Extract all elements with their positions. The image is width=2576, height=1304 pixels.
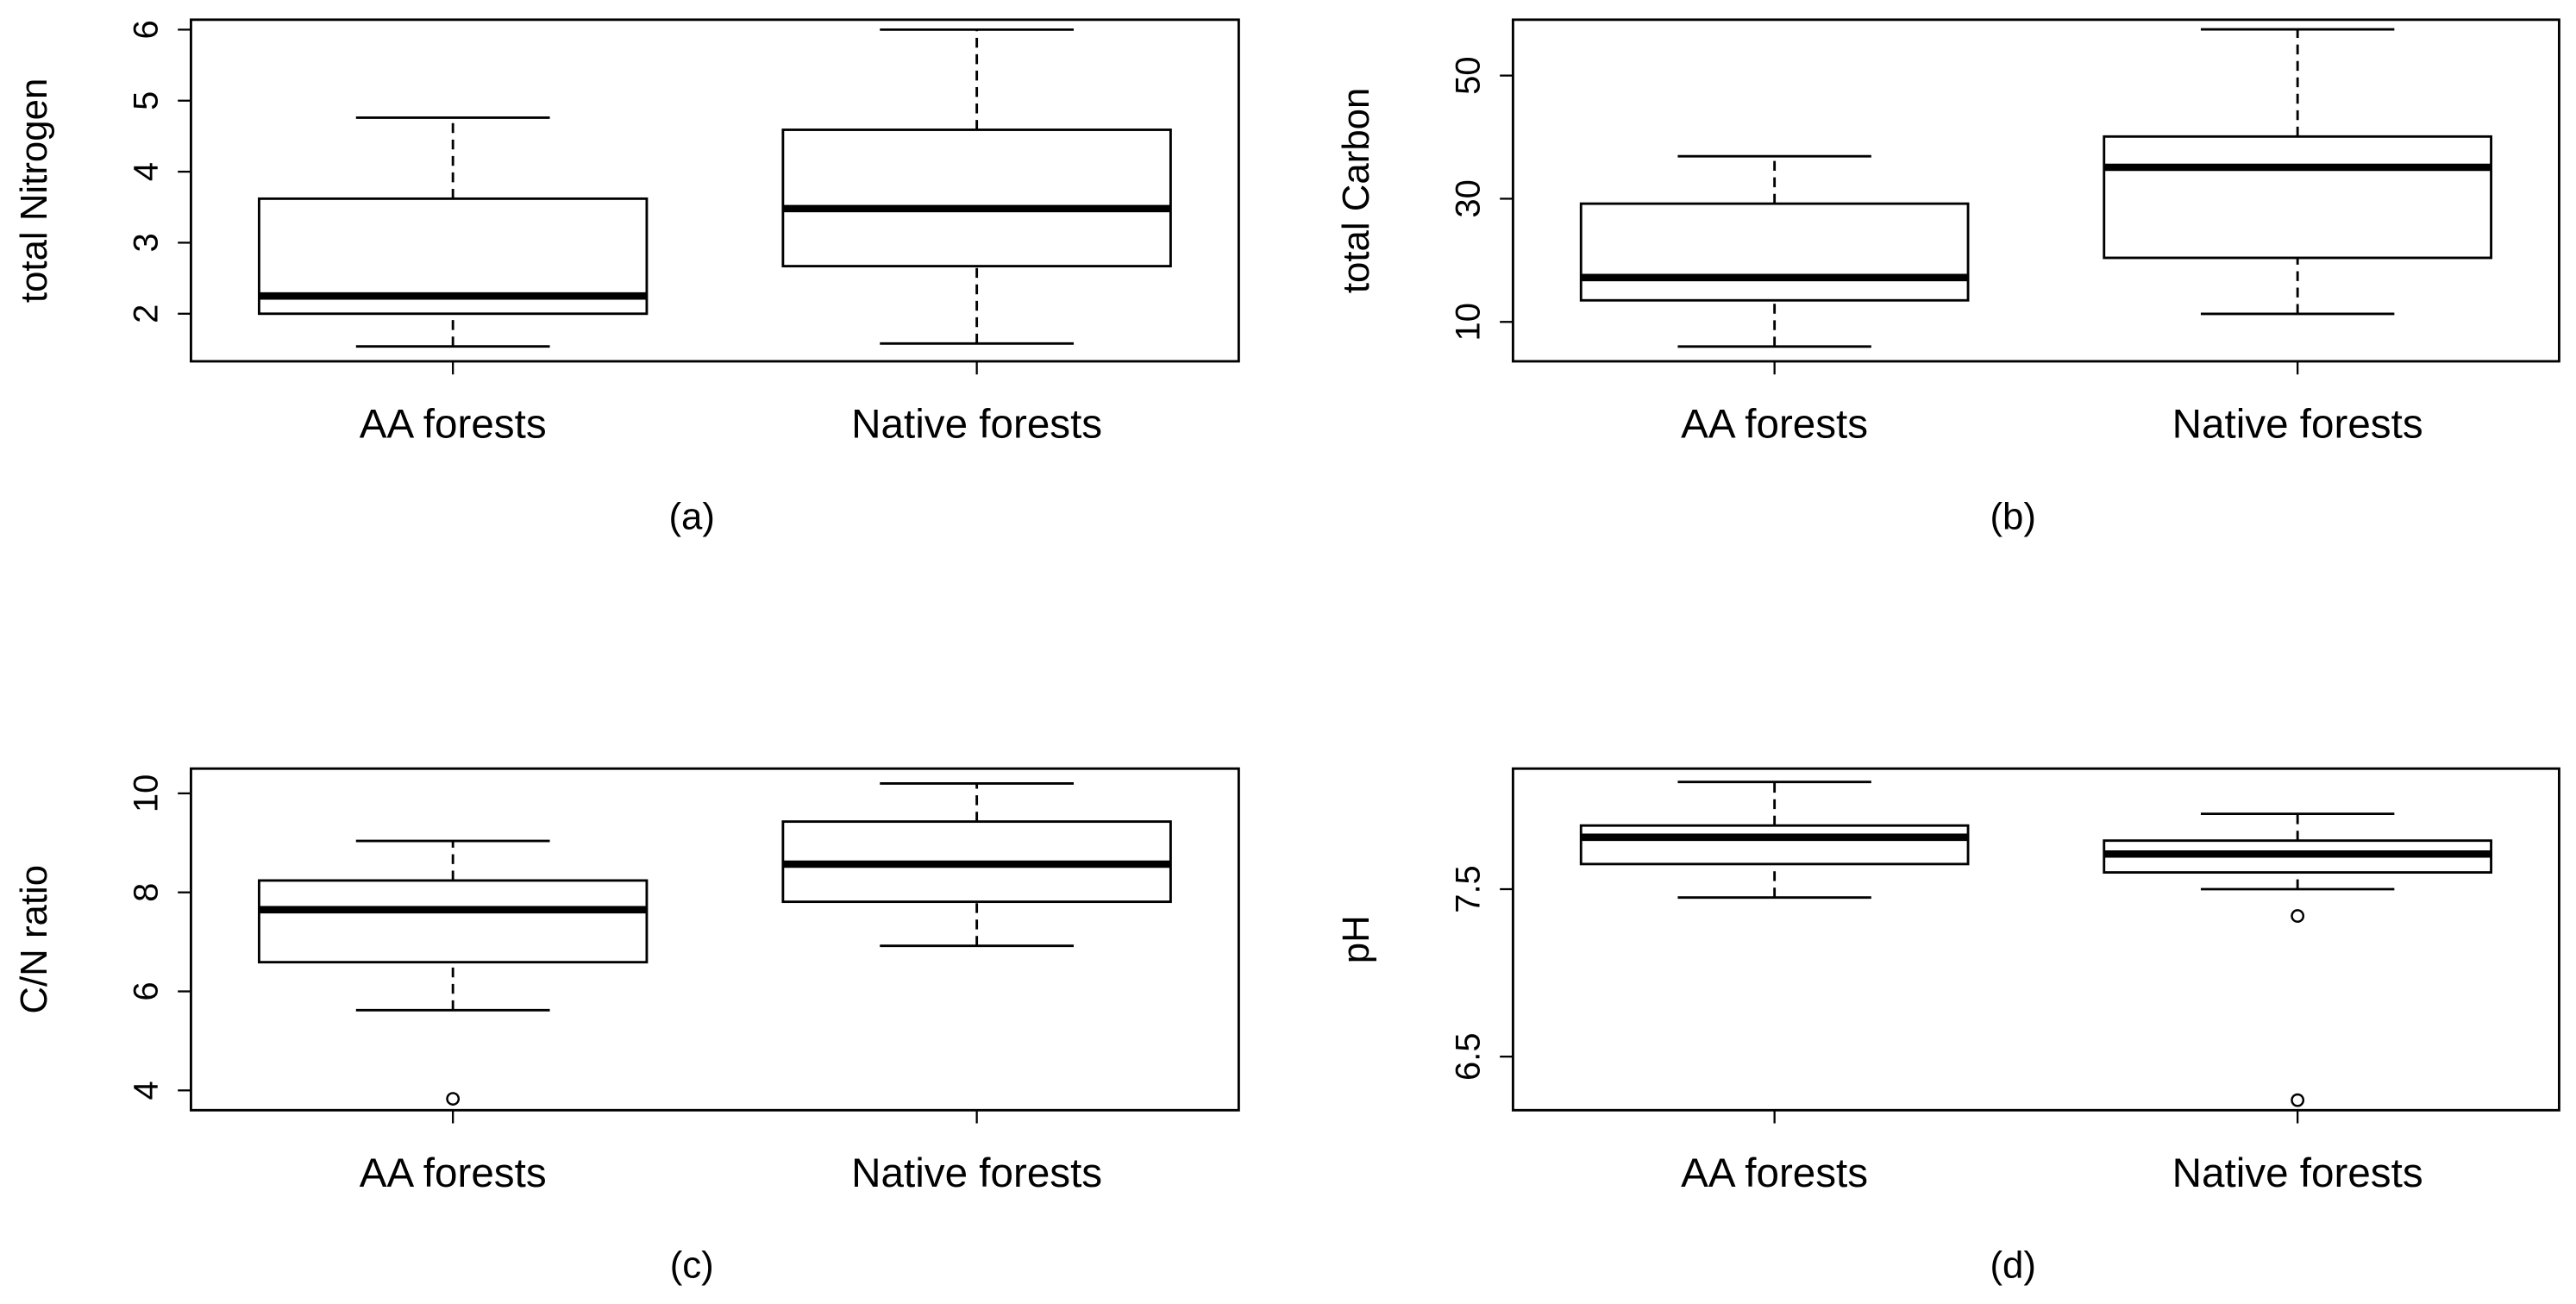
y-tick-label: 6 (127, 20, 165, 39)
x-tick-label: AA forests (1681, 402, 1868, 448)
box (1579, 202, 1970, 302)
y-tick-label: 10 (1449, 303, 1487, 341)
y-tick-label: 7.5 (1449, 865, 1487, 913)
y-tick-label: 5 (127, 91, 165, 110)
plot-frame (1511, 18, 2560, 363)
y-tick-label: 6 (127, 981, 165, 1000)
caption: (b) (1990, 495, 2036, 537)
outlier (446, 1092, 461, 1106)
x-tick-label: Native forests (851, 402, 1102, 448)
plot-frame (1511, 767, 2560, 1112)
caption: (c) (670, 1244, 714, 1287)
y-tick-label: 4 (127, 162, 165, 181)
box (1579, 824, 1970, 866)
y-tick-label: 30 (1449, 179, 1487, 217)
y-tick-label: 50 (1449, 56, 1487, 94)
y-axis-label: total Nitrogen (13, 78, 55, 303)
x-tick-label: Native forests (851, 1150, 1102, 1196)
caption: (a) (668, 495, 715, 537)
x-tick-label: AA forests (360, 402, 547, 448)
y-tick-label: 4 (127, 1081, 165, 1100)
x-tick-label: Native forests (2172, 402, 2423, 448)
caption: (d) (1990, 1244, 2036, 1287)
y-axis-label: C/N ratio (13, 865, 55, 1014)
y-tick-label: 10 (127, 774, 165, 812)
outlier (2291, 1093, 2305, 1107)
y-tick-label: 3 (127, 233, 165, 252)
x-tick-label: AA forests (1681, 1150, 1868, 1196)
x-tick-label: Native forests (2172, 1150, 2423, 1196)
box (2103, 135, 2492, 260)
y-tick-label: 6.5 (1449, 1032, 1487, 1081)
outlier (2291, 909, 2305, 923)
box (781, 129, 1172, 268)
y-tick-label: 8 (127, 883, 165, 902)
plot-frame (190, 18, 1240, 363)
box (257, 879, 649, 964)
y-axis-label: pH (1335, 915, 1377, 963)
y-tick-label: 2 (127, 304, 165, 323)
x-tick-label: AA forests (360, 1150, 547, 1196)
plot-frame (190, 767, 1240, 1112)
y-axis-label: total Carbon (1335, 88, 1377, 294)
